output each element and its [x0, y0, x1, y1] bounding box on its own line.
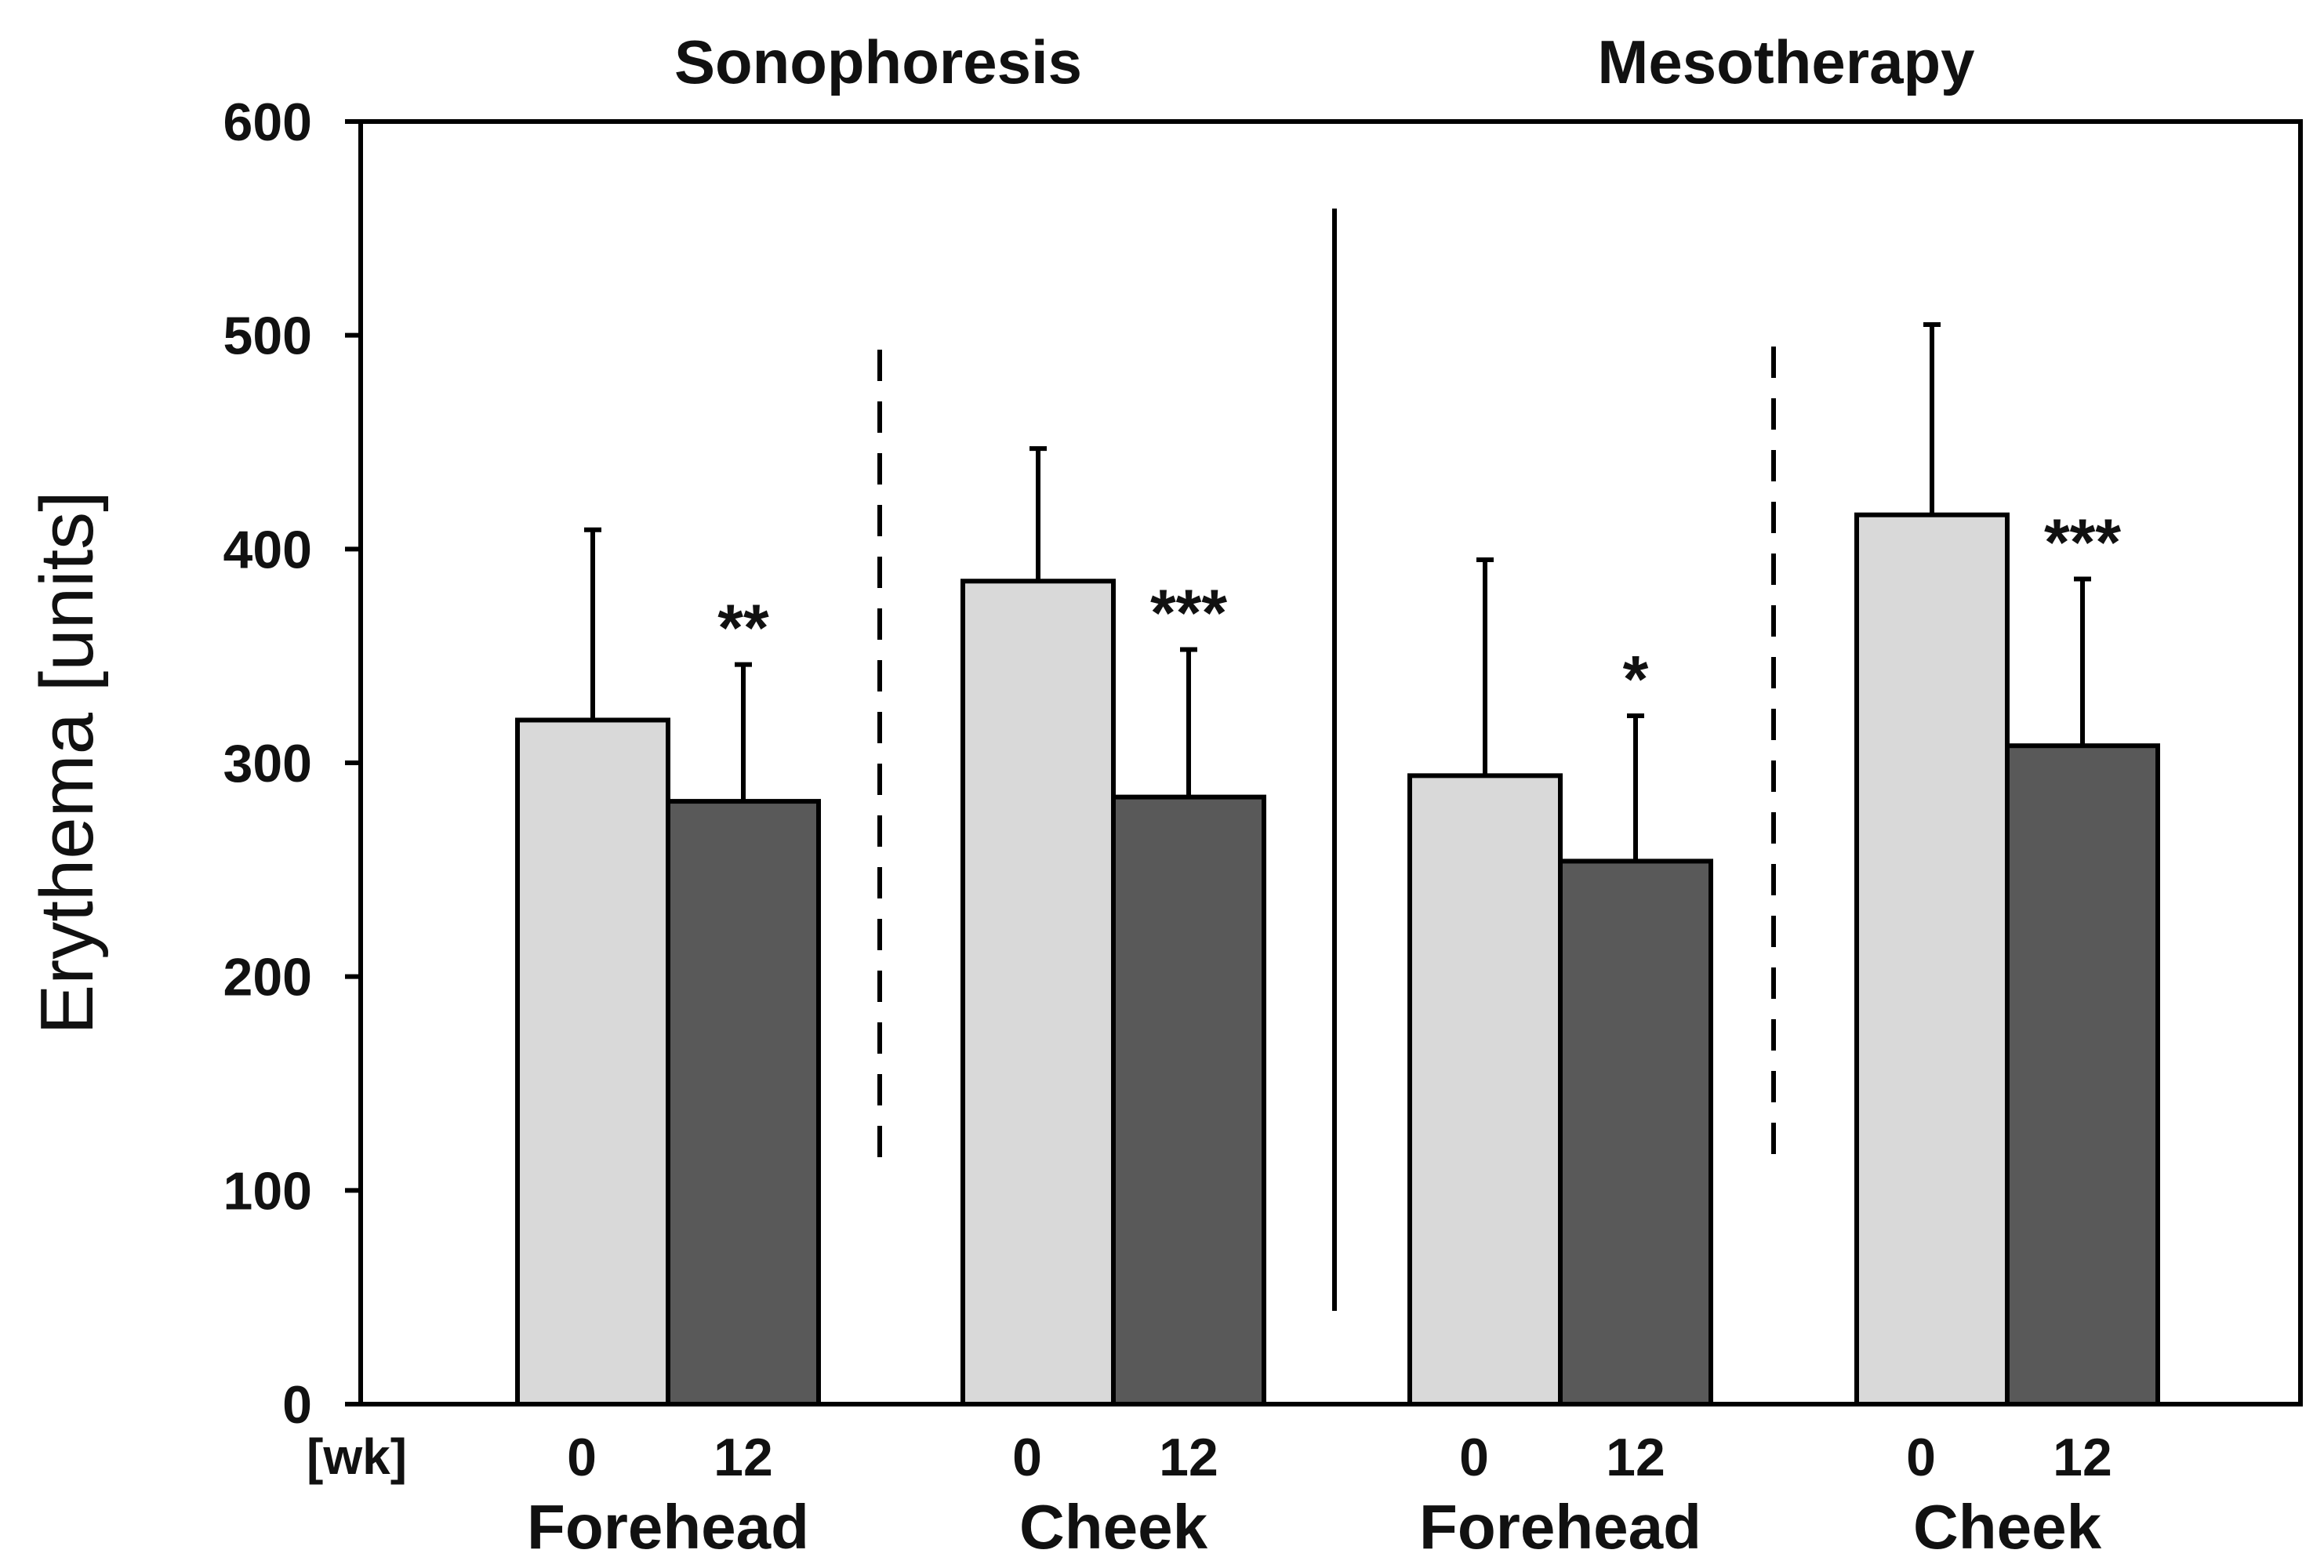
y-tick-label-400: 400 — [223, 520, 312, 579]
bar-group3-week12 — [2005, 743, 2160, 1406]
y-tick-label-0: 0 — [282, 1375, 312, 1435]
significance-marker-group0: ** — [717, 591, 769, 665]
week-label-group2-0: 0 — [1459, 1428, 1489, 1487]
site-label-group1: Cheek — [1019, 1492, 1208, 1562]
y-tick-label-100: 100 — [223, 1161, 312, 1221]
bar-group0-week12 — [666, 799, 821, 1406]
section-title-mesotherapy: Mesotherapy — [1597, 27, 1974, 96]
y-tick-label-200: 200 — [223, 948, 312, 1007]
y-tick-label-600: 600 — [223, 93, 312, 152]
y-axis: 0 100 200 300 400 500 600 — [223, 93, 361, 1435]
week-label-group1-0: 0 — [1012, 1428, 1042, 1487]
site-label-group3: Cheek — [1913, 1492, 2102, 1562]
site-label-group2: Forehead — [1419, 1492, 1701, 1562]
site-label-group0: Forehead — [527, 1492, 809, 1562]
bar-group2-week0 — [1407, 773, 1563, 1406]
bar-group3-week0 — [1854, 512, 2010, 1406]
week-label-group0-12: 12 — [714, 1428, 773, 1487]
bar-group2-week12 — [1558, 858, 1713, 1406]
significance-marker-group2: * — [1623, 642, 1649, 716]
bars — [515, 322, 2160, 1407]
week-label-group2-12: 12 — [1606, 1428, 1665, 1487]
significance-marker-group1: *** — [1150, 575, 1227, 649]
section-title-sonophoresis: Sonophoresis — [674, 27, 1082, 96]
y-axis-title: Erythema [units] — [25, 491, 109, 1035]
week-label-group0-0: 0 — [567, 1428, 597, 1487]
bar-group0-week0 — [515, 717, 670, 1406]
bar-group1-week0 — [960, 579, 1116, 1407]
bar-group1-week12 — [1111, 794, 1266, 1406]
x-unit-label: [wk] — [307, 1428, 407, 1485]
week-label-group1-12: 12 — [1159, 1428, 1218, 1487]
y-tick-label-300: 300 — [223, 734, 312, 793]
significance-marker-group3: *** — [2044, 506, 2121, 579]
week-label-group3-0: 0 — [1906, 1428, 1936, 1487]
y-tick-label-500: 500 — [223, 307, 312, 366]
week-label-group3-12: 12 — [2053, 1428, 2112, 1487]
